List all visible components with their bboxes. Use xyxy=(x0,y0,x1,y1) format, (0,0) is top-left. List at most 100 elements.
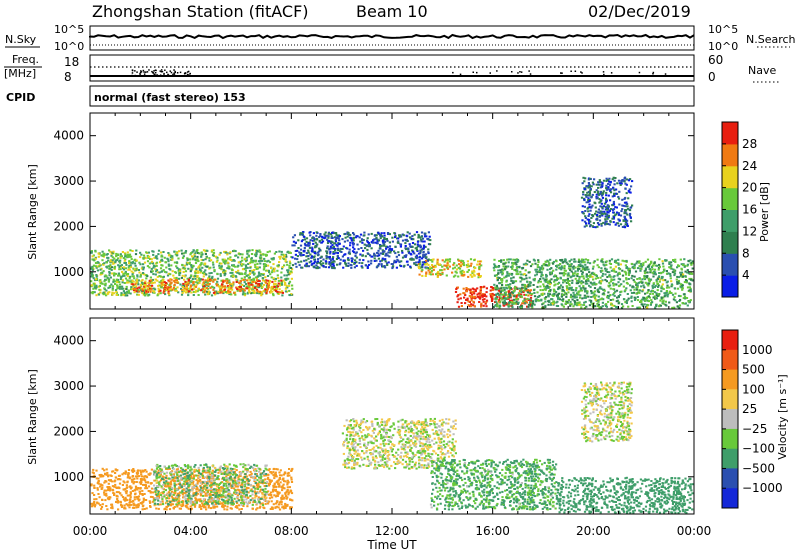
range-gate-cell xyxy=(518,290,522,292)
range-gate-cell xyxy=(360,265,363,268)
range-gate-cell xyxy=(220,265,223,268)
range-gate-cell xyxy=(175,276,178,279)
range-gate-cell xyxy=(655,292,658,295)
range-gate-cell xyxy=(237,269,240,272)
range-gate-cell xyxy=(186,480,189,482)
range-gate-cell xyxy=(237,476,240,479)
range-gate-cell xyxy=(218,253,221,256)
range-gate-cell xyxy=(182,266,185,269)
range-gate-cell xyxy=(336,247,339,250)
range-gate-cell xyxy=(688,300,691,303)
range-gate-cell xyxy=(636,267,640,270)
range-gate-cell xyxy=(284,258,287,261)
range-gate-cell xyxy=(623,177,626,180)
range-gate-cell xyxy=(117,278,120,281)
range-gate-cell xyxy=(306,243,309,246)
range-gate-cell xyxy=(291,256,294,259)
range-gate-cell xyxy=(285,274,288,277)
range-gate-cell xyxy=(253,272,256,275)
range-gate-cell xyxy=(197,294,200,296)
range-gate-cell xyxy=(207,277,210,280)
range-gate-cell xyxy=(589,177,592,180)
range-gate-cell xyxy=(256,267,259,270)
range-gate-cell xyxy=(344,261,347,264)
range-gate-cell xyxy=(131,250,134,252)
range-gate-cell xyxy=(111,291,114,294)
range-gate-cell xyxy=(605,199,608,202)
range-gate-cell xyxy=(104,282,107,285)
range-gate-cell xyxy=(524,288,527,291)
range-gate-cell xyxy=(419,249,422,252)
range-gate-cell xyxy=(601,305,604,308)
range-gate-cell xyxy=(201,283,204,286)
range-gate-cell xyxy=(654,271,657,274)
range-gate-cell xyxy=(619,223,623,226)
range-gate-cell xyxy=(646,265,649,268)
range-gate-cell xyxy=(182,255,185,258)
range-gate-cell xyxy=(502,295,505,298)
range-gate-cell xyxy=(330,235,333,238)
range-gate-cell xyxy=(197,260,200,263)
range-gate-cell xyxy=(516,258,519,261)
range-gate-cell xyxy=(376,238,379,241)
range-gate-cell xyxy=(445,274,448,277)
range-gate-cell xyxy=(272,294,275,297)
range-gate-cell xyxy=(305,237,309,240)
range-gate-cell xyxy=(113,274,116,277)
range-gate-cell xyxy=(197,288,200,291)
range-gate-cell xyxy=(276,500,279,503)
range-gate-cell xyxy=(167,290,170,293)
range-gate-cell xyxy=(185,286,188,289)
range-gate-cell xyxy=(269,291,272,294)
range-gate-cell xyxy=(254,276,258,279)
range-gate-cell xyxy=(167,260,170,263)
range-gate-cell xyxy=(661,283,664,286)
range-gate-cell xyxy=(346,235,349,238)
range-gate-cell xyxy=(92,291,95,293)
range-gate-cell xyxy=(496,292,499,295)
range-gate-cell xyxy=(539,267,542,270)
range-gate-cell xyxy=(602,298,605,301)
range-gate-cell xyxy=(244,264,247,267)
range-gate-cell xyxy=(305,255,308,258)
range-gate-cell xyxy=(570,303,573,306)
y-tick-label: 3000 xyxy=(53,174,84,188)
range-gate-cell xyxy=(261,277,265,280)
range-gate-cell xyxy=(396,241,399,244)
range-gate-cell xyxy=(285,284,288,287)
range-gate-cell xyxy=(574,277,577,280)
range-gate-cell xyxy=(601,185,604,188)
range-gate-cell xyxy=(581,182,584,185)
range-gate-cell xyxy=(172,286,175,289)
range-gate-cell xyxy=(346,239,349,242)
range-gate-cell xyxy=(606,217,609,220)
range-gate-cell xyxy=(689,299,692,302)
range-gate-cell xyxy=(414,247,417,250)
range-gate-cell xyxy=(230,487,233,489)
range-gate-cell xyxy=(667,272,670,275)
range-gate-cell xyxy=(544,300,547,303)
range-gate-cell xyxy=(563,279,566,282)
range-gate-cell xyxy=(544,306,547,309)
range-gate-cell xyxy=(481,295,484,298)
range-gate-cell xyxy=(588,271,591,274)
range-gate-cell xyxy=(642,284,645,287)
range-gate-cell xyxy=(457,275,460,278)
range-gate-cell xyxy=(596,276,599,279)
range-gate-cell xyxy=(266,260,269,263)
range-gate-cell xyxy=(312,242,315,245)
range-gate-cell xyxy=(586,207,589,210)
range-gate-cell xyxy=(168,497,171,500)
range-gate-cell xyxy=(664,294,667,297)
freq-point xyxy=(173,72,175,74)
range-gate-cell xyxy=(615,270,618,273)
range-gate-cell xyxy=(680,267,683,270)
range-gate-cell xyxy=(111,287,114,290)
range-gate-cell xyxy=(94,284,97,287)
range-gate-cell xyxy=(330,231,334,234)
range-gate-cell xyxy=(676,275,679,278)
range-gate-cell xyxy=(605,280,608,283)
range-gate-cell xyxy=(142,282,145,285)
range-gate-cell xyxy=(294,250,297,252)
range-gate-cell xyxy=(236,286,239,289)
